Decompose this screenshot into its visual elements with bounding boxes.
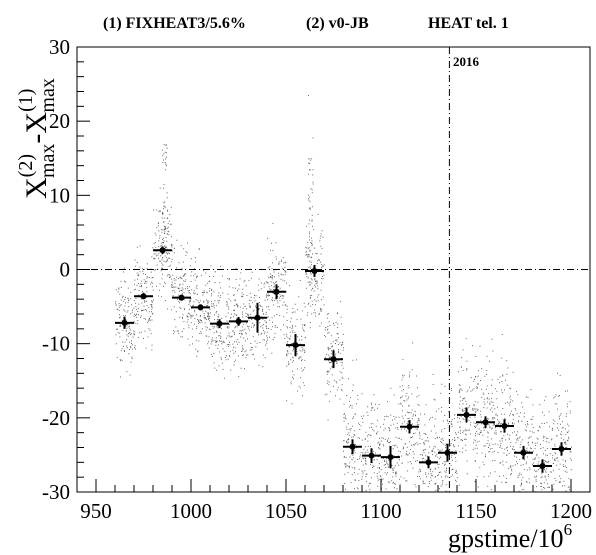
profile-point bbox=[495, 419, 514, 433]
profile-point bbox=[153, 246, 172, 254]
y-tick-label: 0 bbox=[60, 258, 71, 282]
x-tick-label: 1100 bbox=[360, 499, 401, 523]
x-tick-label: 1150 bbox=[455, 499, 496, 523]
profile-marker bbox=[406, 423, 413, 430]
x-tick-label: 950 bbox=[80, 499, 112, 523]
profile-marker bbox=[311, 267, 318, 274]
header-item-2: (2) v0-JB bbox=[306, 15, 369, 32]
profile-marker bbox=[463, 411, 470, 418]
profile-marker bbox=[159, 247, 166, 254]
profile-point bbox=[419, 456, 438, 469]
profile-marker bbox=[121, 319, 128, 326]
profile-point bbox=[172, 294, 191, 301]
profile-marker bbox=[216, 320, 223, 327]
profile-point bbox=[248, 302, 267, 333]
profile-marker bbox=[235, 318, 242, 325]
profile-marker bbox=[482, 419, 489, 426]
profile-points bbox=[115, 246, 571, 473]
profile-marker bbox=[539, 463, 546, 470]
profile-point bbox=[267, 284, 286, 300]
header-item-3: HEAT tel. 1 bbox=[428, 15, 509, 32]
profile-point bbox=[115, 316, 134, 329]
profile-point bbox=[533, 459, 552, 473]
profile-point bbox=[343, 439, 362, 455]
profile-point bbox=[381, 446, 400, 469]
profile-marker bbox=[425, 459, 432, 466]
profile-point bbox=[191, 304, 210, 311]
profile-point bbox=[552, 442, 571, 456]
x-tick-label: 1000 bbox=[170, 499, 212, 523]
profile-point bbox=[362, 448, 381, 464]
profile-marker bbox=[254, 314, 261, 321]
profile-point bbox=[286, 334, 305, 357]
scatter-cloud bbox=[115, 95, 572, 493]
y-tick-label: 10 bbox=[49, 183, 70, 207]
y-tick-label: -10 bbox=[42, 332, 70, 356]
y-tick-label: -30 bbox=[42, 480, 70, 504]
profile-marker bbox=[292, 342, 299, 349]
profile-point bbox=[400, 420, 419, 434]
tick-labels: 950 1000 1050 1100 1150 1200 -30 -20 -10 0 10 20 30 bbox=[42, 35, 592, 523]
profile-marker bbox=[444, 449, 451, 456]
profile-point bbox=[134, 293, 153, 300]
profile-point bbox=[324, 350, 343, 369]
profile-point bbox=[305, 265, 324, 277]
profile-point bbox=[514, 446, 533, 460]
profile-marker bbox=[178, 294, 185, 301]
vertical-line-label: 2016 bbox=[453, 54, 480, 69]
profile-marker bbox=[349, 443, 356, 450]
y-tick-label: 20 bbox=[49, 109, 70, 133]
y-axis-title: X(2)max-X(1)max bbox=[15, 78, 59, 199]
x-tick-label: 1200 bbox=[550, 499, 592, 523]
scatter-dots bbox=[115, 95, 572, 493]
profile-marker bbox=[273, 288, 280, 295]
profile-marker bbox=[558, 445, 565, 452]
profile-marker bbox=[330, 356, 337, 363]
profile-marker bbox=[520, 449, 527, 456]
profile-point bbox=[229, 316, 248, 326]
axis-ticks bbox=[77, 46, 572, 493]
profile-point bbox=[457, 407, 476, 423]
profile-marker bbox=[368, 452, 375, 459]
y-tick-label: -20 bbox=[42, 406, 70, 430]
profile-marker bbox=[387, 454, 394, 461]
profile-marker bbox=[197, 304, 204, 311]
y-tick-label: 30 bbox=[49, 35, 70, 59]
header-item-1: (1) FIXHEAT3/5.6% bbox=[103, 15, 246, 32]
reference-lines bbox=[77, 47, 590, 492]
x-tick-label: 1050 bbox=[265, 499, 307, 523]
profile-marker bbox=[140, 293, 147, 300]
profile-point bbox=[476, 416, 495, 429]
x-axis-title: gpstime/106 bbox=[448, 520, 572, 553]
profile-point bbox=[210, 319, 229, 329]
profile-marker bbox=[501, 422, 508, 429]
profile-point bbox=[438, 443, 457, 462]
